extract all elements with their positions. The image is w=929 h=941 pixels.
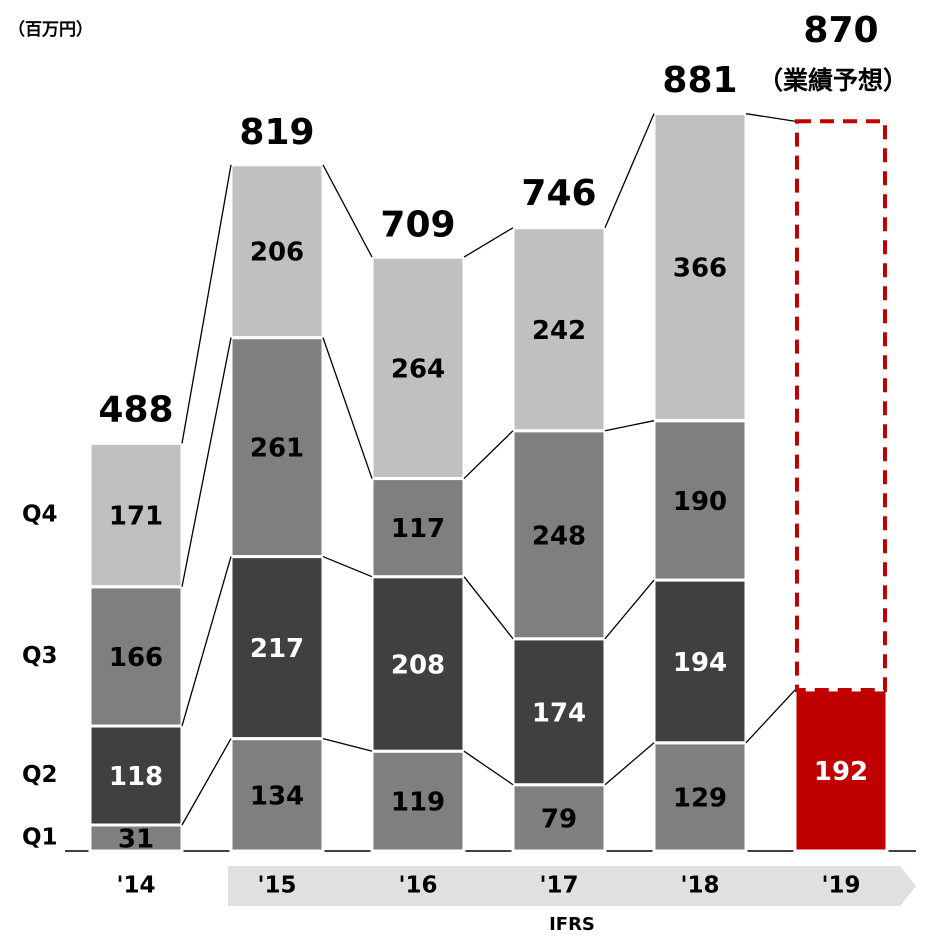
bar-segment bbox=[370, 575, 466, 753]
connector bbox=[181, 337, 232, 587]
value-label: 206 bbox=[250, 238, 304, 268]
bar-segment bbox=[88, 724, 184, 827]
connector bbox=[181, 556, 232, 727]
total-label: 819 bbox=[239, 112, 314, 153]
bar-segment bbox=[88, 441, 184, 589]
value-label: 31 bbox=[118, 824, 154, 854]
value-label: 194 bbox=[673, 648, 727, 678]
bar-segment bbox=[229, 737, 325, 853]
x-tick-label: '14 bbox=[116, 873, 155, 899]
x-tick-label: '18 bbox=[680, 873, 719, 899]
connector bbox=[745, 689, 796, 744]
bar-segment bbox=[793, 688, 889, 853]
connector bbox=[463, 227, 514, 258]
bar-segment bbox=[652, 741, 748, 853]
connector bbox=[604, 579, 655, 640]
bar-segment bbox=[229, 163, 325, 340]
x-tick-label: '15 bbox=[257, 873, 296, 899]
total-label: 709 bbox=[380, 204, 455, 245]
value-label: 190 bbox=[673, 487, 727, 517]
value-label: 134 bbox=[250, 781, 304, 811]
connector bbox=[745, 113, 796, 122]
bar-segment bbox=[229, 336, 325, 559]
legend-label: Q2 bbox=[22, 762, 58, 788]
bar-segment bbox=[511, 783, 607, 853]
connector bbox=[604, 742, 655, 786]
bar-segment bbox=[370, 477, 466, 579]
value-label: 174 bbox=[532, 698, 586, 728]
bar-segment bbox=[652, 419, 748, 582]
connector bbox=[181, 164, 232, 444]
value-label: 208 bbox=[391, 650, 445, 680]
bar-segment bbox=[370, 749, 466, 853]
connector bbox=[604, 113, 655, 229]
legend-label: Q4 bbox=[22, 502, 58, 528]
total-label: 746 bbox=[521, 173, 596, 214]
forecast-outline bbox=[795, 119, 887, 692]
x-tick-label: '17 bbox=[539, 873, 578, 899]
total-label: 881 bbox=[662, 60, 737, 101]
bar-segment bbox=[229, 555, 325, 741]
value-label: 192 bbox=[814, 757, 868, 787]
ifrs-band bbox=[228, 866, 916, 906]
band-label: IFRS bbox=[549, 914, 595, 935]
total-label: 870 bbox=[803, 10, 878, 51]
legend-label: Q1 bbox=[22, 824, 58, 850]
x-tick-label: '16 bbox=[398, 873, 437, 899]
bar-segment bbox=[511, 429, 607, 641]
connector bbox=[463, 430, 514, 480]
connector bbox=[322, 555, 373, 578]
connector bbox=[181, 738, 232, 826]
value-label: 79 bbox=[541, 804, 577, 834]
legend-label: Q3 bbox=[22, 643, 58, 669]
connector bbox=[463, 576, 514, 640]
bar-segment bbox=[511, 637, 607, 787]
connector bbox=[322, 164, 373, 258]
value-label: 261 bbox=[250, 434, 304, 464]
value-label: 117 bbox=[391, 514, 445, 544]
connector bbox=[604, 420, 655, 432]
bar-segment bbox=[88, 585, 184, 728]
bar-segment bbox=[88, 823, 184, 853]
value-label: 217 bbox=[250, 634, 304, 664]
connector bbox=[322, 337, 373, 479]
x-tick-label: '19 bbox=[821, 873, 860, 899]
connector bbox=[463, 750, 514, 786]
unit-label: （百万円） bbox=[8, 19, 93, 40]
bar-segment bbox=[511, 226, 607, 433]
value-label: 248 bbox=[532, 521, 586, 551]
value-label: 366 bbox=[673, 254, 727, 284]
bar-segment bbox=[370, 255, 466, 481]
bar-segment bbox=[652, 578, 748, 745]
total-label: 488 bbox=[98, 390, 173, 431]
value-label: 129 bbox=[673, 783, 727, 813]
value-label: 166 bbox=[109, 643, 163, 673]
bar-segment bbox=[652, 112, 748, 423]
value-label: 264 bbox=[391, 354, 445, 384]
value-label: 118 bbox=[109, 762, 163, 792]
value-label: 242 bbox=[532, 316, 586, 346]
value-label: 171 bbox=[109, 502, 163, 532]
value-label: 119 bbox=[391, 788, 445, 818]
forecast-label: （業績予想） bbox=[758, 66, 908, 95]
connector bbox=[322, 737, 373, 752]
